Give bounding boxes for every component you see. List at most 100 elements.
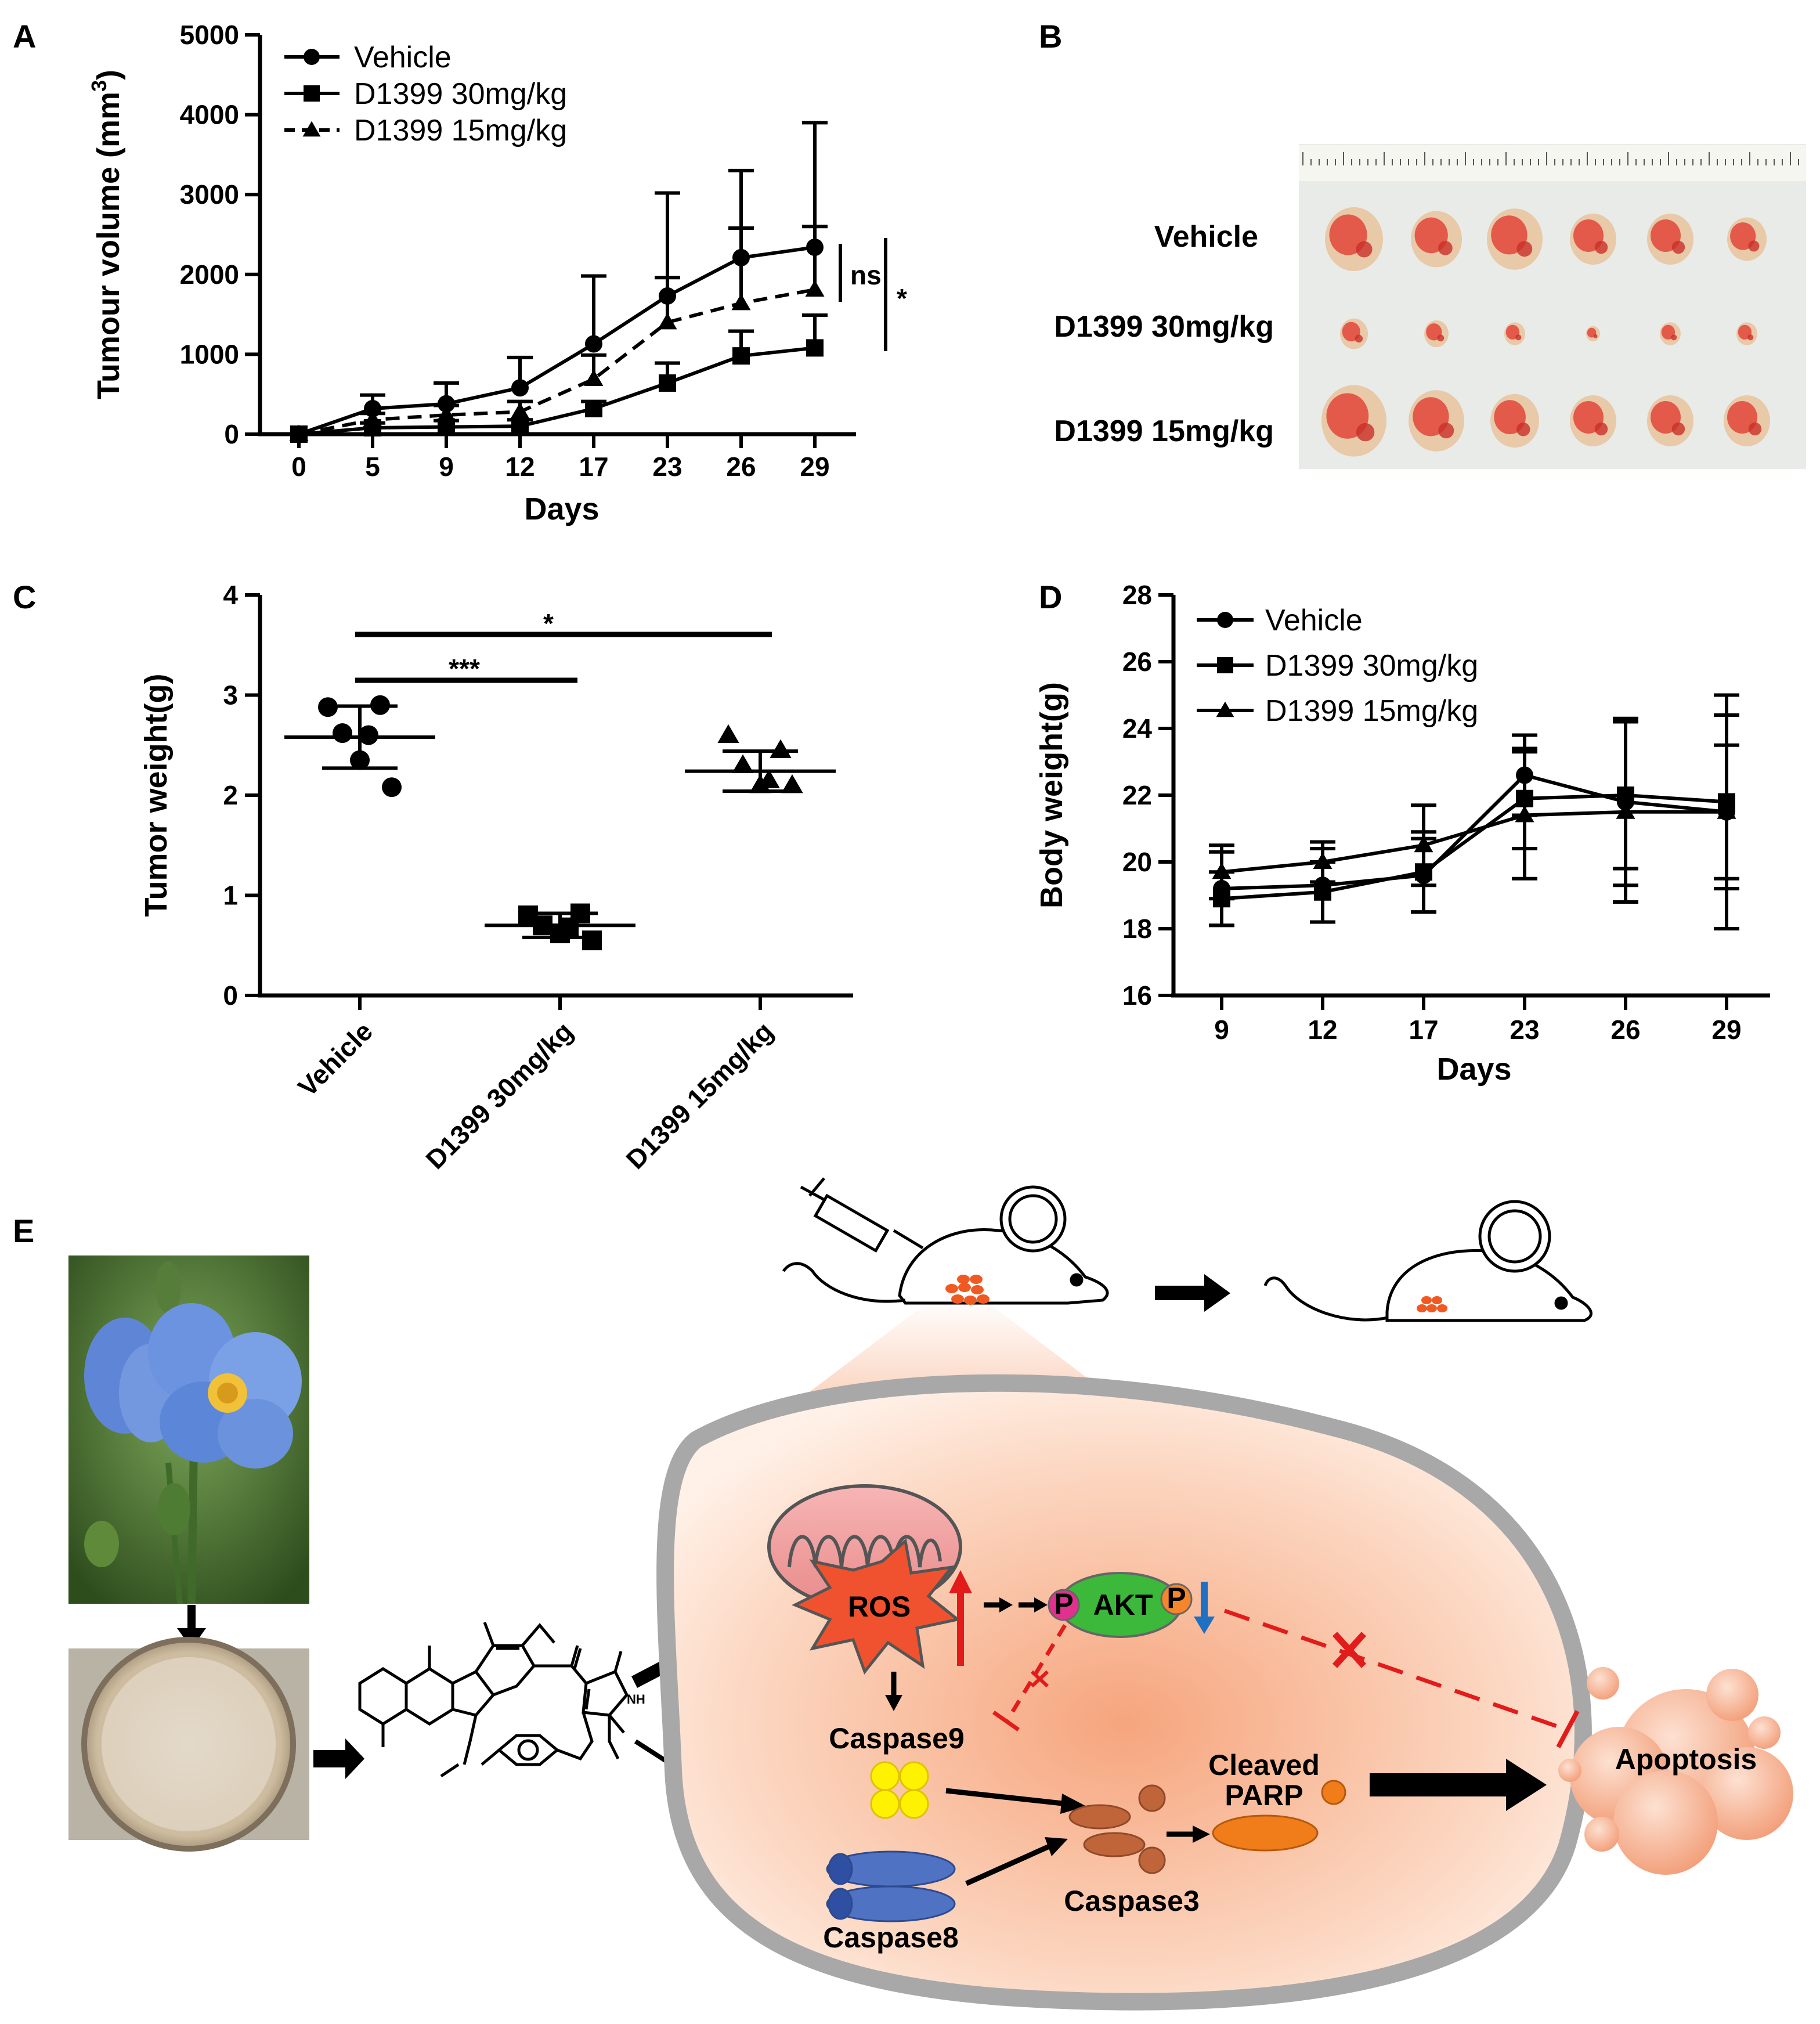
d-y-tick-label: 16 xyxy=(1122,980,1152,1011)
a-point xyxy=(511,379,529,397)
ros-label: ROS xyxy=(848,1590,911,1623)
caspase9-label: Caspase9 xyxy=(829,1722,965,1755)
a-y-label-sup: 3 xyxy=(87,80,111,92)
a-point xyxy=(659,374,676,392)
tumour-spot xyxy=(1671,422,1685,436)
red-x-icon xyxy=(1332,1632,1367,1668)
a-y-label-main: Tumour volume (mm xyxy=(91,92,126,399)
d1399-structure xyxy=(358,1622,629,1778)
flower-photo xyxy=(68,1255,309,1604)
arrow-dish-structure xyxy=(313,1738,364,1779)
d-point xyxy=(1717,802,1736,819)
d-legend-marker xyxy=(1217,657,1233,673)
chart-tumour-volume: 0 1000 2000 3000 4000 5000 0 5 9 12 17 23 26 29 Days… xyxy=(87,20,907,526)
tumour-spot xyxy=(1593,334,1598,338)
tumour-cell-dot xyxy=(977,1294,990,1304)
tumour-cell-dot xyxy=(971,1285,984,1294)
a-point xyxy=(510,402,530,419)
tumour-spot xyxy=(1356,423,1375,442)
mechanism-diagram: NH xyxy=(68,1177,1793,2011)
a-x-tick-label: 12 xyxy=(505,452,535,482)
a-y-label: Tumour volume (mm3) xyxy=(87,70,126,399)
c-point xyxy=(333,723,352,744)
akt-down-arrow xyxy=(1194,1582,1215,1634)
c-point xyxy=(533,915,552,936)
tumour-1-5 xyxy=(1736,322,1757,345)
a-point xyxy=(731,293,751,311)
akt-inhibit-apoptosis xyxy=(1223,1608,1568,1732)
tumour-cells-small xyxy=(1417,1296,1447,1312)
tumour-1-0 xyxy=(1340,318,1368,349)
a-x-tick-label: 29 xyxy=(800,452,829,482)
d-x-tick-label: 29 xyxy=(1711,1015,1741,1045)
a-x-label: Days xyxy=(524,492,599,526)
tumour-spot xyxy=(1747,334,1754,341)
b-row-label-vehicle: Vehicle xyxy=(1154,220,1258,254)
tumour-2-5 xyxy=(1724,395,1770,446)
b-row-label-30mg: D1399 30mg/kg xyxy=(1054,310,1274,344)
tumour-1-1 xyxy=(1424,320,1449,348)
c-point xyxy=(582,930,602,951)
d-legend-label: D1399 15mg/kg xyxy=(1265,694,1478,728)
c-y-tick-label: 4 xyxy=(223,580,238,610)
tumour-cell-dot xyxy=(957,1275,970,1284)
culture-dish-photo xyxy=(68,1637,309,1852)
a-legend-label: D1399 15mg/kg xyxy=(354,114,567,147)
arrow-caspase9-caspase3 xyxy=(945,1788,1068,1807)
chart-body-weight: 16 18 20 22 24 26 28 9 12 17 23 26 29 Days Body wei… xyxy=(1034,580,1770,1087)
akt-label: AKT xyxy=(1093,1589,1153,1621)
d-point xyxy=(1212,862,1232,879)
c-group-0 xyxy=(284,695,435,798)
c-point xyxy=(717,724,739,744)
a-x-tick-label: 5 xyxy=(365,452,380,482)
tumour-0-2 xyxy=(1487,208,1543,270)
panel-label-b: B xyxy=(1039,18,1062,55)
c-point xyxy=(318,697,338,717)
arrow-ros-akt xyxy=(984,1597,1048,1612)
p-right-circle xyxy=(1160,1583,1193,1615)
tumour-2-3 xyxy=(1570,395,1616,446)
tumour-spot xyxy=(1594,240,1608,254)
a-legend-label: Vehicle xyxy=(354,41,452,74)
tumour-cells-large xyxy=(945,1275,990,1305)
caspase8-label: Caspase8 xyxy=(823,1921,959,1954)
a-point xyxy=(289,424,309,441)
d-x-label: Days xyxy=(1436,1052,1511,1087)
tumour-spot xyxy=(1671,240,1685,254)
apoptosis-label: Apoptosis xyxy=(1615,1743,1757,1776)
a-x-tick-label: 17 xyxy=(579,452,608,482)
a-series-line xyxy=(298,246,815,436)
d-point xyxy=(1313,852,1332,869)
tumour-spot xyxy=(1356,241,1373,258)
ros-up-arrow xyxy=(949,1570,972,1666)
tumour-0-3 xyxy=(1570,214,1616,265)
d-y-label: Body weight(g) xyxy=(1034,682,1069,908)
c-point xyxy=(359,725,378,745)
arrow-parp-apoptosis xyxy=(1370,1759,1547,1811)
d-series-line xyxy=(1221,810,1727,874)
c-y-tick-label: 0 xyxy=(223,980,238,1011)
c-point xyxy=(732,754,754,773)
a-y-label-end: ) xyxy=(91,70,126,80)
caspase3-label: Caspase3 xyxy=(1064,1885,1200,1917)
parp-oval xyxy=(1212,1814,1319,1852)
tumour-spot xyxy=(1516,422,1530,436)
a-point xyxy=(584,369,604,387)
d-y-tick-label: 20 xyxy=(1122,847,1152,877)
structure-nh: NH xyxy=(627,1692,645,1706)
tumour-cell-dot xyxy=(1417,1304,1427,1312)
tumour-cell-dot xyxy=(951,1294,964,1304)
d-y-tick-label: 22 xyxy=(1122,780,1152,810)
d-point xyxy=(1515,806,1534,822)
photo-ruler xyxy=(1299,145,1806,181)
tumour-spot xyxy=(1355,334,1363,343)
d-x-tick-label: 23 xyxy=(1510,1015,1539,1045)
tumour-spot xyxy=(1594,422,1608,436)
a-legend-label: D1399 30mg/kg xyxy=(354,77,567,111)
cleaved-label: Cleaved xyxy=(1208,1749,1320,1781)
d-point xyxy=(1616,802,1635,819)
d-y-tick-label: 26 xyxy=(1122,647,1152,677)
ros-star xyxy=(791,1538,961,1675)
tumour-1-3 xyxy=(1586,326,1600,342)
tumour-spot xyxy=(1748,422,1762,436)
